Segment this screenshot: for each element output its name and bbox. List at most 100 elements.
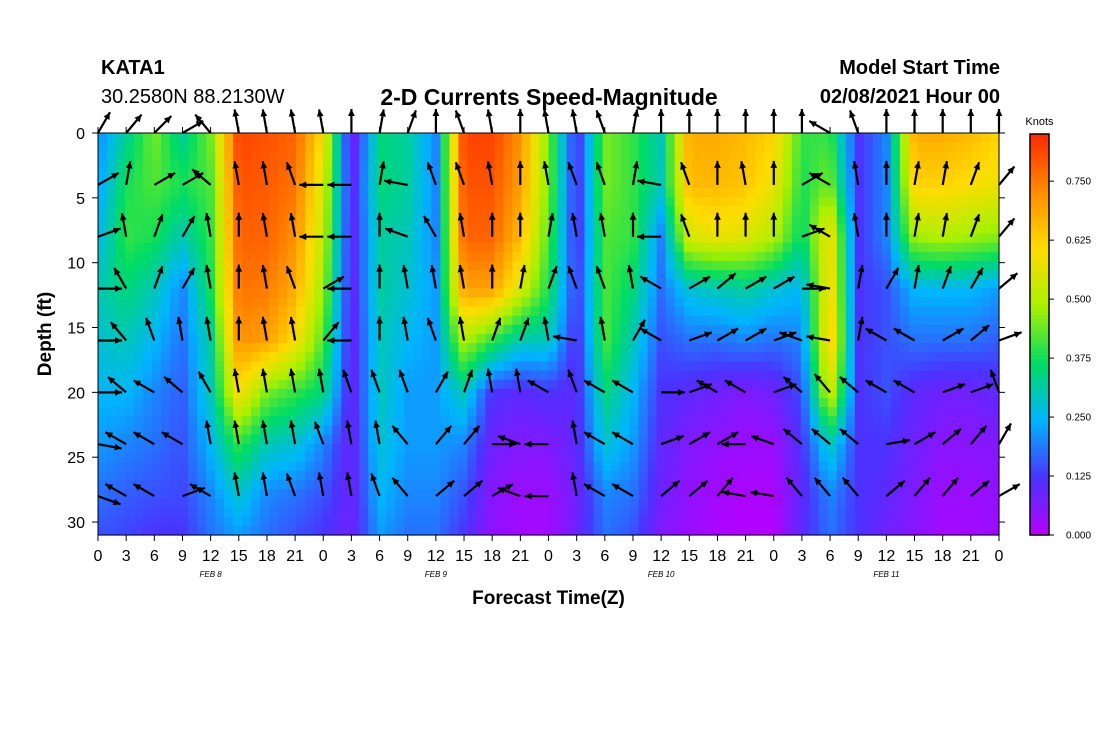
heatmap-cell: [863, 260, 874, 271]
heatmap-cell: [494, 370, 505, 381]
heatmap-cell: [386, 361, 396, 372]
heatmap-cell: [242, 306, 252, 317]
heatmap-cell: [494, 288, 505, 299]
heatmap-cell: [296, 434, 306, 445]
heatmap-cell: [674, 160, 685, 171]
heatmap-cell: [413, 160, 423, 171]
heatmap-cell: [620, 416, 631, 426]
heatmap-cell: [800, 297, 811, 308]
heatmap-cell: [269, 169, 279, 180]
heatmap-cell: [512, 151, 523, 162]
heatmap-cell: [926, 397, 937, 408]
heatmap-cell: [944, 242, 955, 253]
arrow-head: [204, 316, 211, 325]
heatmap-cell: [161, 388, 171, 399]
heatmap-cell: [305, 343, 315, 353]
heatmap-cell: [170, 525, 180, 536]
heatmap-cell: [692, 343, 703, 353]
heatmap-cell: [989, 425, 1000, 436]
arrow-head: [595, 110, 603, 119]
heatmap-cell: [143, 297, 153, 308]
heatmap-cell: [467, 516, 478, 527]
heatmap-cell: [665, 260, 676, 271]
heatmap-cell: [242, 425, 252, 436]
heatmap-cell: [521, 525, 532, 536]
heatmap-cell: [701, 352, 712, 363]
heatmap-cell: [773, 516, 784, 527]
heatmap-cell: [215, 215, 225, 225]
heatmap-cell: [782, 288, 793, 299]
heatmap-cell: [773, 178, 784, 189]
heatmap-cell: [242, 160, 252, 171]
heatmap-cell: [206, 142, 216, 152]
heatmap-cell: [593, 306, 604, 317]
heatmap-cell: [224, 206, 234, 216]
heatmap-cell: [188, 279, 198, 289]
heatmap-cell: [161, 397, 171, 408]
heatmap-cell: [683, 187, 694, 198]
heatmap-cell: [575, 434, 586, 445]
current-arrow: [857, 264, 865, 289]
heatmap-cell: [557, 443, 568, 454]
heatmap-cell: [503, 233, 514, 244]
heatmap-cell: [152, 270, 162, 280]
heatmap-cell: [206, 452, 216, 463]
heatmap-cell: [530, 516, 541, 527]
current-arrow: [260, 264, 268, 289]
heatmap-cell: [431, 452, 441, 463]
heatmap-cell: [179, 434, 189, 445]
arrow-head: [336, 276, 344, 284]
heatmap-cell: [269, 516, 279, 527]
heatmap-cell: [521, 224, 532, 235]
heatmap-cell: [458, 242, 469, 253]
heatmap-cell: [485, 178, 496, 189]
heatmap-cell: [179, 416, 189, 426]
heatmap-cell: [404, 379, 414, 390]
heatmap-cell: [701, 334, 712, 344]
heatmap-cell: [656, 178, 667, 189]
heatmap-cell: [296, 306, 306, 317]
heatmap-cell: [440, 525, 450, 536]
heatmap-cell: [134, 471, 144, 481]
heatmap-cell: [458, 507, 469, 518]
heatmap-cell: [548, 361, 559, 372]
heatmap-cell: [98, 471, 108, 481]
heatmap-cell: [197, 334, 207, 344]
heatmap-cell: [566, 315, 577, 326]
heatmap-cell: [125, 397, 135, 408]
heatmap-cell: [404, 270, 414, 280]
arrow-head: [865, 380, 874, 387]
heatmap-cell: [701, 480, 712, 490]
heatmap-cell: [368, 324, 378, 335]
heatmap-cell: [701, 525, 712, 536]
heatmap-cell: [458, 498, 469, 509]
heatmap-cell: [620, 379, 631, 390]
heatmap-cell: [845, 407, 856, 417]
heatmap-cell: [674, 297, 685, 308]
heatmap-cell: [215, 151, 225, 162]
heatmap-cell: [179, 425, 189, 436]
heatmap-cell: [548, 169, 559, 180]
heatmap-cell: [890, 434, 901, 445]
heatmap-cell: [737, 425, 748, 436]
heatmap-cell: [872, 507, 883, 518]
heatmap-cell: [971, 224, 982, 235]
heatmap-cell: [449, 169, 459, 180]
heatmap-cell: [782, 443, 793, 454]
current-arrow: [969, 161, 981, 186]
heatmap-cell: [647, 160, 658, 171]
heatmap-cell: [854, 142, 865, 152]
heatmap-cell: [683, 196, 694, 207]
heatmap-cell: [431, 388, 441, 399]
heatmap-cell: [485, 133, 496, 143]
heatmap-cell: [449, 480, 459, 490]
heatmap-cell: [602, 315, 613, 326]
heatmap-cell: [638, 279, 649, 289]
heatmap-cell: [575, 443, 586, 454]
heatmap-cell: [467, 343, 478, 353]
heatmap-cell: [197, 324, 207, 335]
heatmap-cell: [566, 206, 577, 216]
heatmap-cell: [368, 489, 378, 500]
heatmap-cell: [593, 133, 604, 143]
